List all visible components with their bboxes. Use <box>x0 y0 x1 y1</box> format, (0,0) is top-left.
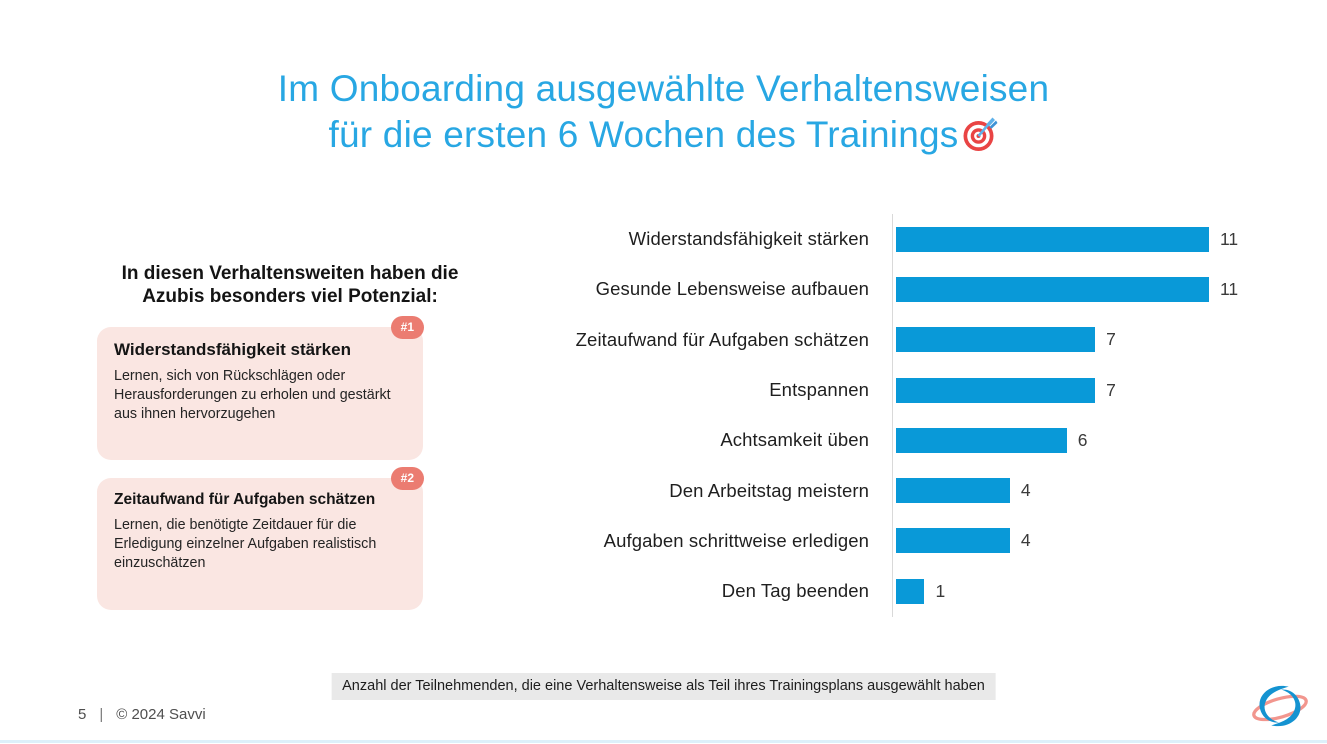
rank-badge-1: #1 <box>390 316 424 339</box>
potential-card-1: #1 Widerstandsfähigkeit stärken Lernen, … <box>97 316 424 460</box>
page-title: Im Onboarding ausgewählte Verhaltensweis… <box>0 66 1327 163</box>
bar <box>896 528 1010 554</box>
bar-chart: Widerstandsfähigkeit stärken 11 Gesunde … <box>500 214 1260 617</box>
savvi-logo <box>1249 681 1311 736</box>
bar-row: Achtsamkeit üben 6 <box>500 415 1260 465</box>
bar-label: Den Tag beenden <box>721 580 869 602</box>
card-body: Lernen, die benötigte Zeitdauer für die … <box>114 517 377 571</box>
bar-label: Aufgaben schrittweise erledigen <box>603 529 869 551</box>
card-title: Widerstandsfähigkeit stärken <box>114 340 351 359</box>
bar-value: 7 <box>1106 379 1116 400</box>
potential-heading: In diesen Verhaltensweiten haben die Azu… <box>121 263 459 308</box>
bar <box>896 578 925 604</box>
bottom-accent-line <box>0 740 1327 743</box>
bar-row: Entspannen 7 <box>500 365 1260 415</box>
bar-label: Widerstandsfähigkeit stärken <box>628 228 869 250</box>
title-line-1: Im Onboarding ausgewählte Verhaltensweis… <box>277 68 1050 109</box>
page-number: 5 <box>78 706 87 723</box>
bar <box>896 377 1096 403</box>
bar-value: 6 <box>1077 429 1088 450</box>
bar-value: 4 <box>1020 480 1031 501</box>
card-title: Zeitaufwand für Aufgaben schätzen <box>114 491 376 508</box>
bar-value: 1 <box>935 580 946 601</box>
bar-row: Den Arbeitstag meistern 4 <box>500 465 1260 515</box>
bar-row: Den Tag beenden 1 <box>500 566 1260 616</box>
bar-label: Den Arbeitstag meistern <box>669 479 869 501</box>
footer: 5 | © 2024 Savvi <box>78 706 206 723</box>
footer-separator: | <box>99 706 104 723</box>
bar <box>896 276 1209 302</box>
bar-row: Gesunde Lebensweise aufbauen 11 <box>500 264 1260 314</box>
bar-label: Entspannen <box>769 379 869 401</box>
copyright-text: © 2024 Savvi <box>116 706 206 723</box>
bar-row: Zeitaufwand für Aufgaben schätzen 7 <box>500 315 1260 365</box>
bar-row: Widerstandsfähigkeit stärken 11 <box>500 214 1260 264</box>
direct-hit-target-icon <box>962 116 998 163</box>
bar-label: Gesunde Lebensweise aufbauen <box>595 278 869 300</box>
bar <box>896 427 1067 453</box>
bar <box>896 327 1096 353</box>
bar-row: Aufgaben schrittweise erledigen 4 <box>500 516 1260 566</box>
bar <box>896 478 1010 504</box>
potential-card-2: #2 Zeitaufwand für Aufgaben schätzen Ler… <box>97 467 424 610</box>
card-body: Lernen, sich von Rückschlägen oder Herau… <box>114 368 391 422</box>
title-line-2: für die ersten 6 Wochen des Trainings <box>328 113 959 155</box>
bar-value: 11 <box>1220 228 1239 249</box>
bar-label: Zeitaufwand für Aufgaben schätzen <box>575 328 869 350</box>
bar-label: Achtsamkeit üben <box>720 429 869 451</box>
bar-value: 7 <box>1106 329 1116 350</box>
chart-axis-line <box>892 214 893 617</box>
chart-caption: Anzahl der Teilnehmenden, die eine Verha… <box>331 673 996 700</box>
bar <box>896 226 1209 252</box>
bar-value: 4 <box>1020 530 1031 551</box>
bar-value: 11 <box>1220 278 1239 299</box>
rank-badge-2: #2 <box>390 467 424 490</box>
